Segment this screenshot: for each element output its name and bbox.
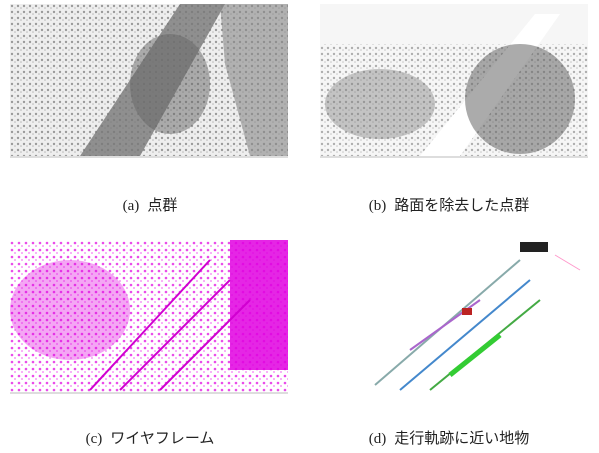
panel-d-image <box>320 240 588 394</box>
panel-caption: 点群 <box>147 198 177 214</box>
panel-caption: 路面を除去した点群 <box>394 198 529 214</box>
figure-page: (a) 点群 (b) 路面を除去した点群 (c) ワイヤフレーム (d) 走行軌跡に近い… <box>0 0 599 453</box>
caption: (b) 路面を除去した点群 <box>299 194 599 215</box>
caption: (d) 走行軌跡に近い地物 <box>299 427 599 448</box>
panel-label: (c) <box>86 431 103 447</box>
panel-caption: 走行軌跡に近い地物 <box>394 431 529 447</box>
panel-a-image <box>10 4 288 158</box>
caption: (c) ワイヤフレーム <box>0 427 300 448</box>
panel-caption: ワイヤフレーム <box>110 431 214 447</box>
panel-label: (b) <box>369 198 387 214</box>
panel-label: (a) <box>123 198 140 214</box>
panel-b-image <box>320 4 588 158</box>
panel-c-image <box>10 240 288 394</box>
panel-label: (d) <box>369 431 387 447</box>
caption: (a) 点群 <box>0 194 300 215</box>
